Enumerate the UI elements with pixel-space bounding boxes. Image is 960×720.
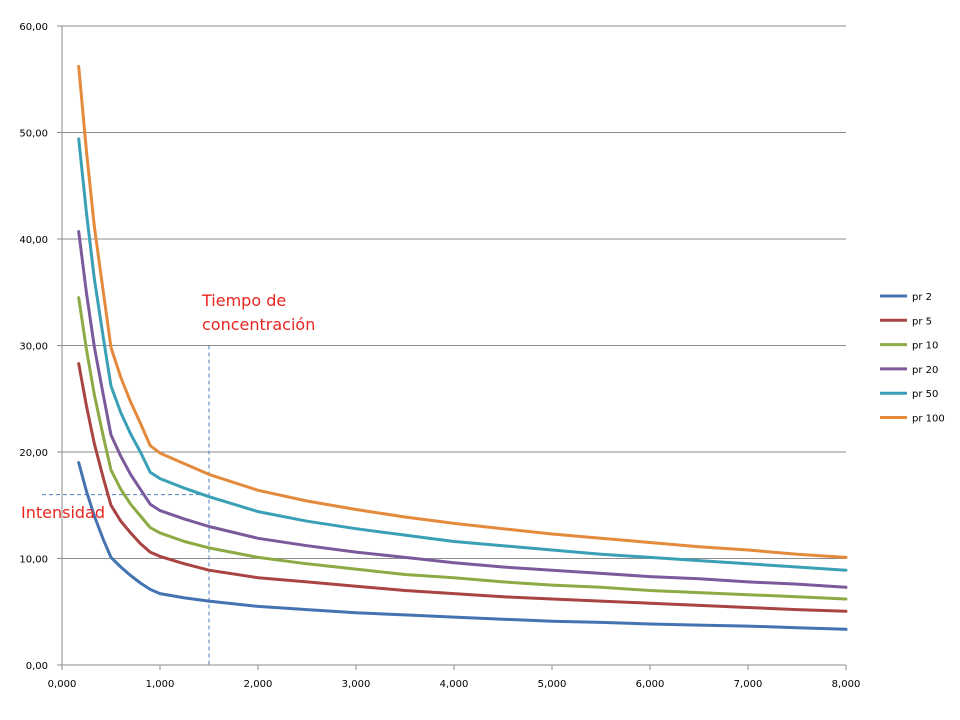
y-tick-label: 60,00 (19, 22, 48, 33)
annotation-concentration-time: Tiempo de (201, 291, 286, 310)
x-tick-label: 6,000 (636, 679, 665, 690)
y-tick-label: 30,00 (19, 342, 48, 353)
series-line (77, 362, 848, 613)
x-tick-label: 5,000 (538, 679, 567, 690)
y-tick-label: 20,00 (19, 448, 48, 459)
annotation-concentration-time: concentración (202, 315, 315, 334)
legend-label: pr 2 (912, 292, 932, 303)
y-tick-label: 0,00 (26, 661, 48, 672)
series-line (77, 461, 848, 631)
x-axis-ticks: 0,000 1,000 2,000 3,000 4,000 5,000 6,000 7,000… (48, 665, 861, 690)
x-tick-label: 2,000 (244, 679, 273, 690)
x-tick-label: 8,000 (832, 679, 861, 690)
legend: pr 2 pr 5 pr 10 pr 20 pr 50 pr 100 (880, 292, 945, 425)
series-line (77, 137, 848, 572)
series-lines (77, 65, 848, 631)
y-axis-ticks: 0,00 10,00 20,00 30,00 40,00 50,00 60,00 (19, 22, 62, 672)
annotations: Tiempo de concentración Intensidad (21, 291, 315, 522)
legend-label: pr 100 (912, 414, 945, 425)
y-tick-label: 40,00 (19, 235, 48, 246)
x-tick-label: 3,000 (342, 679, 371, 690)
reference-lines (42, 345, 210, 665)
x-tick-label: 7,000 (734, 679, 763, 690)
legend-label: pr 5 (912, 316, 932, 327)
legend-label: pr 50 (912, 389, 938, 400)
y-tick-label: 50,00 (19, 129, 48, 140)
series-line (77, 65, 848, 559)
gridlines (62, 25, 846, 559)
annotation-intensity: Intensidad (21, 503, 105, 522)
y-tick-label: 10,00 (19, 555, 48, 566)
x-tick-label: 4,000 (440, 679, 469, 690)
legend-label: pr 20 (912, 365, 938, 376)
series-line (77, 230, 848, 589)
x-tick-label: 0,000 (48, 679, 77, 690)
x-tick-label: 1,000 (146, 679, 175, 690)
series-line (77, 296, 848, 601)
legend-label: pr 10 (912, 341, 938, 352)
